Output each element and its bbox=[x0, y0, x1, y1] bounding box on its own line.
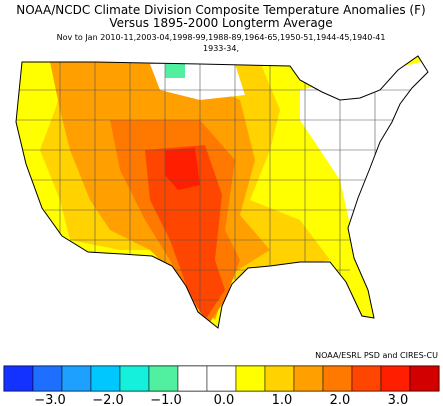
map bbox=[16, 56, 428, 328]
colorbar-box bbox=[206, 365, 237, 392]
colorbar-box bbox=[177, 365, 208, 392]
colorbar-box bbox=[351, 365, 382, 392]
colorbar-box bbox=[90, 365, 121, 392]
subtitle: Versus 1895-2000 Longterm Average bbox=[109, 16, 332, 30]
colorbar-box bbox=[409, 365, 440, 392]
colorbar-box bbox=[32, 365, 63, 392]
colorbar-box bbox=[3, 365, 34, 392]
period: Nov to Jan 2010-11,2003-04,1998-99,1988-… bbox=[57, 33, 386, 42]
colorbar-tick-label: −3.0 bbox=[34, 393, 66, 406]
credit: NOAA/ESRL PSD and CIRES-CU bbox=[315, 351, 438, 360]
colorbar-box bbox=[380, 365, 411, 392]
colorbar-tick-label: 2.0 bbox=[330, 393, 351, 406]
colorbar-box bbox=[264, 365, 295, 392]
colorbar-box bbox=[235, 365, 266, 392]
region-red bbox=[165, 148, 200, 190]
region-green bbox=[165, 64, 185, 78]
colorbar-box bbox=[293, 365, 324, 392]
colorbar-box bbox=[148, 365, 179, 392]
division-lines bbox=[16, 62, 428, 320]
colorbar-tick-label: −2.0 bbox=[92, 393, 124, 406]
colorbar-tick-label: 3.0 bbox=[388, 393, 409, 406]
colorbar-box bbox=[61, 365, 92, 392]
colorbar-box bbox=[322, 365, 353, 392]
colorbar-tick-label: 0.0 bbox=[214, 393, 235, 406]
title: NOAA/NCDC Climate Division Composite Tem… bbox=[16, 3, 425, 17]
colorbar-box bbox=[119, 365, 150, 392]
colorbar-tick-label: 1.0 bbox=[272, 393, 293, 406]
colorbar-tick-label: −1.0 bbox=[150, 393, 182, 406]
period-cont: 1933-34, bbox=[203, 44, 239, 53]
